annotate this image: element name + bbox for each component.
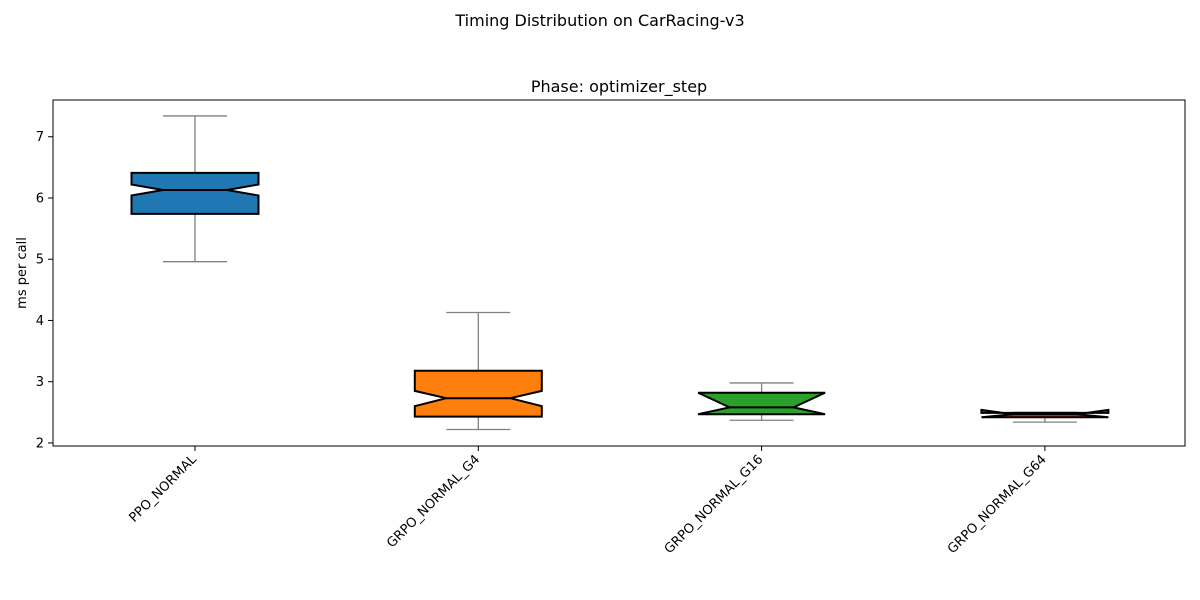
plot-area-frame (52, 99, 1186, 447)
y-tick-label: 4 (36, 314, 44, 329)
box-series (413, 311, 543, 431)
box-series (980, 408, 1110, 423)
y-tick-label: 7 (36, 130, 44, 145)
y-axis-label: ms per call (15, 237, 30, 309)
x-tick-label: GRPO_NORMAL_G4 (384, 452, 483, 551)
x-tick-label: GRPO_NORMAL_G16 (662, 452, 767, 557)
box-body (413, 369, 543, 418)
y-tick-label: 3 (36, 375, 44, 390)
x-tick-label: GRPO_NORMAL_G64 (945, 452, 1050, 557)
box-series-group (130, 115, 1110, 431)
x-tick-label: PPO_NORMAL (126, 452, 200, 526)
x-axis: PPO_NORMAL GRPO_NORMAL_G4 GRPO_NORMAL_G16 G… (126, 446, 1050, 557)
box-series (130, 115, 260, 263)
figure-suptitle: Timing Distribution on CarRacing-v3 (454, 11, 744, 30)
box-series (697, 382, 826, 421)
y-tick-label: 5 (36, 253, 44, 268)
box-body (130, 171, 260, 215)
y-axis: 2 3 4 5 6 7 (36, 130, 53, 451)
box-body (697, 391, 826, 416)
y-tick-label: 6 (36, 191, 44, 206)
y-tick-label: 2 (36, 436, 44, 451)
chart-title: Phase: optimizer_step (531, 77, 707, 97)
